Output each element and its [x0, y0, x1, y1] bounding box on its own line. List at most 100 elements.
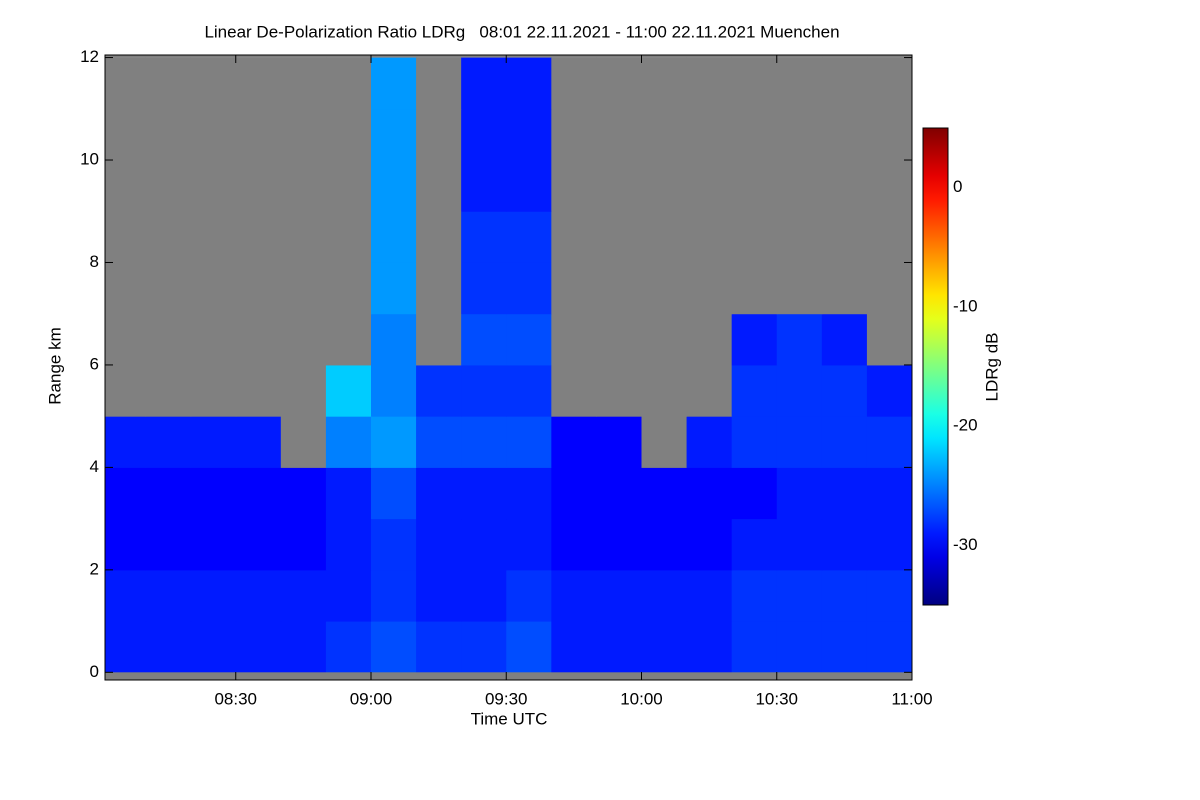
heatmap-cell	[325, 569, 372, 622]
heatmap-cell	[280, 416, 327, 468]
heatmap-cell	[506, 262, 552, 315]
heatmap-cell	[190, 569, 237, 622]
y-tick-label: 12	[80, 47, 99, 66]
heatmap-cell	[190, 262, 237, 315]
heatmap-cell	[190, 211, 237, 263]
heatmap-cell	[866, 313, 913, 366]
heatmap-cell	[776, 364, 823, 417]
heatmap-cell	[866, 160, 913, 212]
heatmap-cell	[461, 211, 507, 263]
heatmap-cell	[686, 621, 733, 673]
heatmap-cell	[686, 416, 733, 468]
heatmap-cell	[145, 364, 192, 417]
heatmap-cell	[596, 416, 642, 468]
missing-area	[105, 672, 912, 680]
heatmap-cell	[416, 621, 462, 673]
heatmap-cell	[641, 108, 688, 161]
heatmap-cell	[641, 416, 688, 468]
heatmap-cell	[280, 569, 327, 622]
heatmap-cell	[370, 467, 417, 520]
heatmap-cell	[506, 416, 552, 468]
heatmap-cell	[821, 518, 868, 571]
x-tick-label: 08:30	[214, 689, 257, 708]
heatmap-cell	[370, 621, 417, 673]
heatmap-cell	[506, 569, 552, 622]
heatmap-cell	[370, 518, 417, 571]
heatmap-cell	[235, 57, 282, 110]
y-axis-label: Range km	[45, 327, 64, 404]
heatmap-cell	[461, 313, 507, 366]
heatmap-cell	[105, 467, 147, 520]
heatmap-cell	[105, 313, 147, 366]
heatmap-cell	[821, 467, 868, 520]
heatmap-cell	[506, 108, 552, 161]
heatmap-cell	[731, 57, 778, 110]
heatmap-cell	[596, 467, 642, 520]
heatmap-cell	[105, 416, 147, 468]
heatmap-cell	[641, 518, 688, 571]
heatmap-cell	[776, 108, 823, 161]
heatmap-cell	[325, 467, 372, 520]
heatmap-cell	[145, 160, 192, 212]
y-tick-label: 0	[90, 662, 99, 681]
heatmap-cell	[551, 211, 597, 263]
y-tick-label: 6	[90, 354, 99, 373]
heatmap-cell	[776, 160, 823, 212]
heatmap-cell	[105, 160, 147, 212]
heatmap-cell	[731, 621, 778, 673]
heatmap-cell	[821, 569, 868, 622]
heatmap-cell	[866, 467, 913, 520]
heatmap-cell	[235, 160, 282, 212]
x-tick-label: 10:00	[620, 689, 663, 708]
heatmap-cell	[686, 467, 733, 520]
heatmap-cell	[551, 364, 597, 417]
heatmap-cell	[416, 262, 462, 315]
colorbar-tick-label: 0	[953, 177, 962, 196]
heatmap-cell	[731, 467, 778, 520]
heatmap-cell	[596, 569, 642, 622]
heatmap-cell	[551, 569, 597, 622]
heatmap-cell	[416, 57, 462, 110]
heatmap-cell	[105, 262, 147, 315]
heatmap-cell	[866, 57, 913, 110]
heatmap-cell	[325, 364, 372, 417]
heatmap-cell	[190, 313, 237, 366]
heatmap-cell	[551, 57, 597, 110]
heatmap-cell	[641, 569, 688, 622]
heatmap-cell	[325, 262, 372, 315]
heatmap-cell	[461, 569, 507, 622]
heatmap-cell	[551, 313, 597, 366]
heatmap-cell	[280, 108, 327, 161]
heatmap-cell	[370, 262, 417, 315]
heatmap-cell	[325, 108, 372, 161]
heatmap-cell	[280, 57, 327, 110]
heatmap-cell	[235, 621, 282, 673]
x-tick-label: 09:30	[485, 689, 528, 708]
heatmap-cell	[776, 621, 823, 673]
heatmap-cell	[776, 211, 823, 263]
heatmap-cell	[686, 364, 733, 417]
heatmap-cell	[551, 160, 597, 212]
heatmap-cell	[866, 621, 913, 673]
heatmap-cell	[686, 262, 733, 315]
heatmap-cell	[325, 211, 372, 263]
heatmap-cell	[776, 313, 823, 366]
colorbar-tick-label: -10	[953, 296, 978, 315]
heatmap-cell	[776, 569, 823, 622]
chart-title: Linear De-Polarization Ratio LDRg 08:01 …	[204, 22, 839, 41]
plot-frame	[104, 54, 913, 681]
heatmap-cell	[325, 57, 372, 110]
heatmap-cell	[370, 364, 417, 417]
heatmap-cell	[370, 211, 417, 263]
heatmap-cell	[731, 364, 778, 417]
heatmap-cell	[731, 569, 778, 622]
heatmap-cell	[105, 57, 147, 110]
heatmap-cell	[235, 569, 282, 622]
heatmap-cell	[235, 467, 282, 520]
y-tick-label: 10	[80, 150, 99, 169]
heatmap-cell	[686, 108, 733, 161]
heatmap-cell	[190, 621, 237, 673]
heatmap-cell	[551, 467, 597, 520]
heatmap-cell	[280, 467, 327, 520]
